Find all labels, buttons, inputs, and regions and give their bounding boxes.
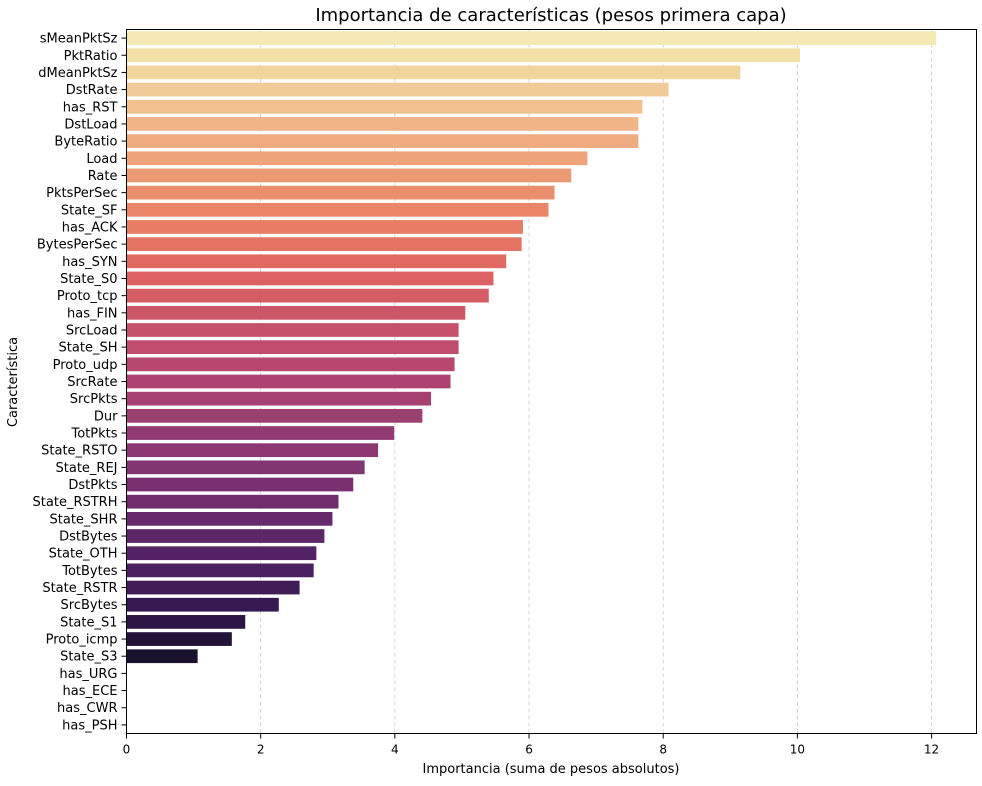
bar-SrcLoad: [126, 323, 459, 337]
bar-Rate: [126, 168, 572, 183]
bar-Proto_tcp: [126, 288, 489, 303]
y-tick-label-has_URG: has_URG: [59, 667, 117, 682]
y-tick-label-State_SHR: State_SHR: [50, 512, 118, 527]
y-axis-label: Característica: [6, 337, 21, 427]
y-tick-label-SrcBytes: SrcBytes: [61, 598, 118, 613]
y-tick-label-DstBytes: DstBytes: [59, 530, 118, 545]
y-tick-label-dMeanPktSz: dMeanPktSz: [38, 66, 117, 81]
bar-DstLoad: [126, 117, 639, 131]
bar-sMeanPktSz: [126, 31, 937, 45]
bar-State_RSTRH: [126, 494, 339, 509]
x-tick-label-2: 4: [391, 743, 399, 757]
bar-Proto_udp: [126, 357, 455, 372]
y-tick-label-State_SF: State_SF: [61, 203, 118, 218]
y-tick-label-State_S1: State_S1: [60, 615, 117, 630]
bar-State_S3: [126, 649, 198, 664]
bars: [126, 31, 937, 664]
y-tick-label-TotBytes: TotBytes: [61, 564, 117, 579]
y-tick-label-Proto_icmp: Proto_icmp: [46, 633, 118, 648]
y-tick-label-has_FIN: has_FIN: [67, 306, 118, 321]
bar-State_S0: [126, 271, 494, 286]
x-tick-label-1: 2: [257, 743, 265, 757]
bar-State_RSTO: [126, 443, 379, 458]
y-tick-label-has_CWR: has_CWR: [57, 701, 117, 716]
y-tick-label-has_RST: has_RST: [63, 100, 118, 115]
y-tick-label-PktRatio: PktRatio: [64, 49, 118, 64]
y-tick-label-BytesPerSec: BytesPerSec: [37, 238, 118, 253]
bar-DstRate: [126, 82, 669, 97]
y-tick-label-State_REJ: State_REJ: [56, 461, 118, 476]
bar-SrcPkts: [126, 391, 432, 406]
bar-TotPkts: [126, 426, 395, 440]
bar-SrcRate: [126, 374, 451, 389]
y-tick-label-has_PSH: has_PSH: [62, 718, 117, 733]
y-tick-label-DstLoad: DstLoad: [64, 117, 117, 132]
x-tick-label-4: 8: [659, 743, 667, 757]
y-tick-label-SrcPkts: SrcPkts: [70, 392, 118, 407]
bar-State_S1: [126, 615, 246, 629]
y-tick-label-State_SH: State_SH: [59, 341, 118, 356]
bar-State_OTH: [126, 546, 317, 561]
y-tick-label-SrcRate: SrcRate: [67, 375, 117, 390]
bar-BytesPerSec: [126, 237, 522, 252]
y-tick-label-Dur: Dur: [94, 409, 118, 424]
y-tick-label-has_ECE: has_ECE: [63, 684, 118, 699]
y-tick-label-State_OTH: State_OTH: [49, 547, 118, 562]
bar-DstBytes: [126, 529, 325, 543]
bar-Dur: [126, 408, 423, 423]
bar-has_SYN: [126, 254, 507, 269]
bar-State_SF: [126, 202, 549, 217]
y-tick-label-has_ACK: has_ACK: [62, 220, 118, 235]
y-tick-label-DstRate: DstRate: [66, 83, 118, 98]
bar-State_REJ: [126, 460, 365, 475]
x-ticks: 0 2 4 6 8 10 12: [123, 733, 939, 757]
y-tick-label-State_S0: State_S0: [60, 272, 117, 287]
bar-has_RST: [126, 99, 643, 114]
bar-PktsPerSec: [126, 185, 555, 200]
bar-State_SHR: [126, 511, 333, 526]
y-tick-label-DstPkts: DstPkts: [68, 478, 117, 493]
bar-SrcBytes: [126, 597, 279, 612]
chart-title: Importancia de características (pesos pr…: [315, 5, 786, 26]
x-tick-label-0: 0: [123, 743, 131, 757]
bar-Load: [126, 151, 588, 166]
y-tick-label-State_RSTRH: State_RSTRH: [33, 495, 118, 510]
y-tick-label-sMeanPktSz: sMeanPktSz: [40, 32, 118, 47]
y-tick-label-Proto_udp: Proto_udp: [53, 358, 118, 373]
y-tick-label-State_S3: State_S3: [60, 650, 117, 665]
y-tick-label-ByteRatio: ByteRatio: [54, 135, 117, 150]
y-tick-label-Rate: Rate: [88, 169, 118, 184]
bar-has_ACK: [126, 220, 523, 234]
y-tick-label-has_SYN: has_SYN: [62, 255, 117, 270]
bar-State_SH: [126, 340, 459, 355]
y-tick-label-TotPkts: TotPkts: [70, 427, 117, 442]
y-tick-label-Load: Load: [86, 152, 117, 167]
bar-DstPkts: [126, 477, 354, 492]
y-tick-label-SrcLoad: SrcLoad: [66, 323, 118, 338]
bar-has_FIN: [126, 305, 466, 320]
bar-Proto_icmp: [126, 632, 232, 646]
x-tick-label-6: 12: [924, 743, 939, 757]
bar-PktRatio: [126, 48, 801, 63]
bar-ByteRatio: [126, 134, 639, 148]
x-axis-label: Importancia (suma de pesos absolutos): [422, 762, 679, 777]
bar-State_RSTR: [126, 580, 300, 595]
x-tick-label-5: 10: [790, 743, 805, 757]
y-tick-label-State_RSTO: State_RSTO: [41, 444, 117, 459]
y-tick-label-Proto_tcp: Proto_tcp: [57, 289, 118, 304]
bar-dMeanPktSz: [126, 65, 741, 80]
y-tick-label-PktsPerSec: PktsPerSec: [46, 186, 117, 201]
y-tick-label-State_RSTR: State_RSTR: [42, 581, 117, 596]
y-tick-labels: sMeanPktSz PktRatio dMeanPktSz DstRate has_R…: [33, 32, 127, 733]
x-tick-label-3: 6: [525, 743, 533, 757]
bar-TotBytes: [126, 563, 314, 578]
